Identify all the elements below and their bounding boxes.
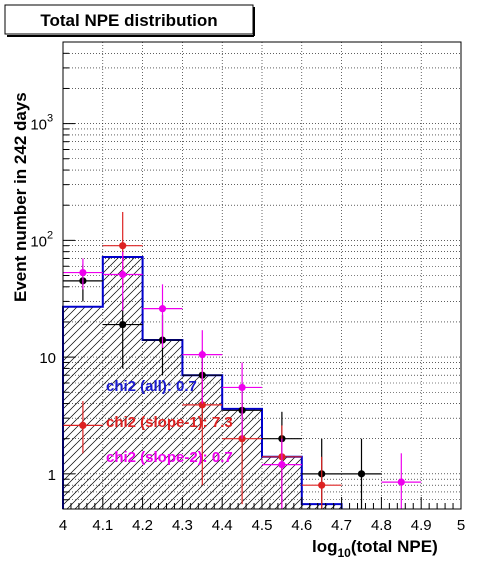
data-point bbox=[198, 351, 206, 359]
data-point bbox=[158, 305, 167, 313]
y-axis-title: Event number in 242 days bbox=[11, 92, 30, 302]
y-tick-label: 10 bbox=[30, 117, 47, 134]
x-tick-label: 4.4 bbox=[212, 517, 233, 534]
chi2-slope2-label: chi2 (slope-2): 0.7 bbox=[106, 449, 233, 466]
x-tick-labels: 4 4.1 4.2 4.3 4.4 4.5 4.6 4.7 4.8 4.9 5 bbox=[59, 517, 465, 534]
data-point bbox=[357, 470, 366, 478]
x-axis-title-subscript: 10 bbox=[338, 546, 352, 560]
data-point bbox=[397, 478, 405, 486]
y-tick-exponent: 3 bbox=[47, 113, 53, 125]
series-2 bbox=[63, 251, 422, 509]
title-box-frame bbox=[4, 4, 254, 35]
data-point bbox=[79, 421, 87, 430]
axis-ticks bbox=[62, 52, 462, 509]
x-tick-label: 5 bbox=[457, 517, 465, 534]
x-axis-title-prefix: log bbox=[312, 537, 338, 556]
y-tick-label: 10 bbox=[39, 350, 56, 367]
x-tick-label: 4.5 bbox=[252, 517, 273, 534]
data-point bbox=[119, 270, 127, 279]
chi2-annotations: chi2 (all): 0.7 chi2 (slope-1): 7.3 chi2… bbox=[106, 378, 233, 466]
title-box: Total NPE distribution bbox=[4, 4, 255, 37]
x-tick-label: 4.2 bbox=[132, 517, 153, 534]
chi2-slope1-label: chi2 (slope-1): 7.3 bbox=[106, 414, 233, 431]
data-point bbox=[238, 383, 246, 392]
data-series bbox=[63, 211, 422, 509]
x-tick-label: 4.9 bbox=[411, 517, 432, 534]
x-axis-title: log10(total NPE) bbox=[312, 537, 438, 560]
data-point bbox=[119, 320, 127, 329]
y-tick-label: 1 bbox=[48, 467, 56, 484]
data-point bbox=[79, 268, 87, 277]
x-tick-label: 4.1 bbox=[92, 517, 113, 534]
x-tick-label: 4.3 bbox=[172, 517, 193, 534]
x-tick-label: 4 bbox=[59, 517, 67, 534]
x-axis-title-suffix: (total NPE) bbox=[351, 537, 438, 556]
histogram-bars bbox=[62, 256, 343, 509]
chi2-all-label: chi2 (all): 0.7 bbox=[106, 378, 197, 395]
y-tick-exponent: 2 bbox=[47, 229, 53, 241]
y-tick-label: 10 bbox=[30, 233, 47, 250]
x-tick-label: 4.7 bbox=[331, 517, 352, 534]
data-point bbox=[198, 401, 206, 409]
x-tick-label: 4.6 bbox=[291, 517, 312, 534]
chart-title: Total NPE distribution bbox=[40, 11, 217, 30]
data-point bbox=[119, 242, 127, 250]
data-point bbox=[318, 481, 326, 489]
data-point bbox=[278, 461, 286, 469]
x-tick-label: 4.8 bbox=[371, 517, 392, 534]
